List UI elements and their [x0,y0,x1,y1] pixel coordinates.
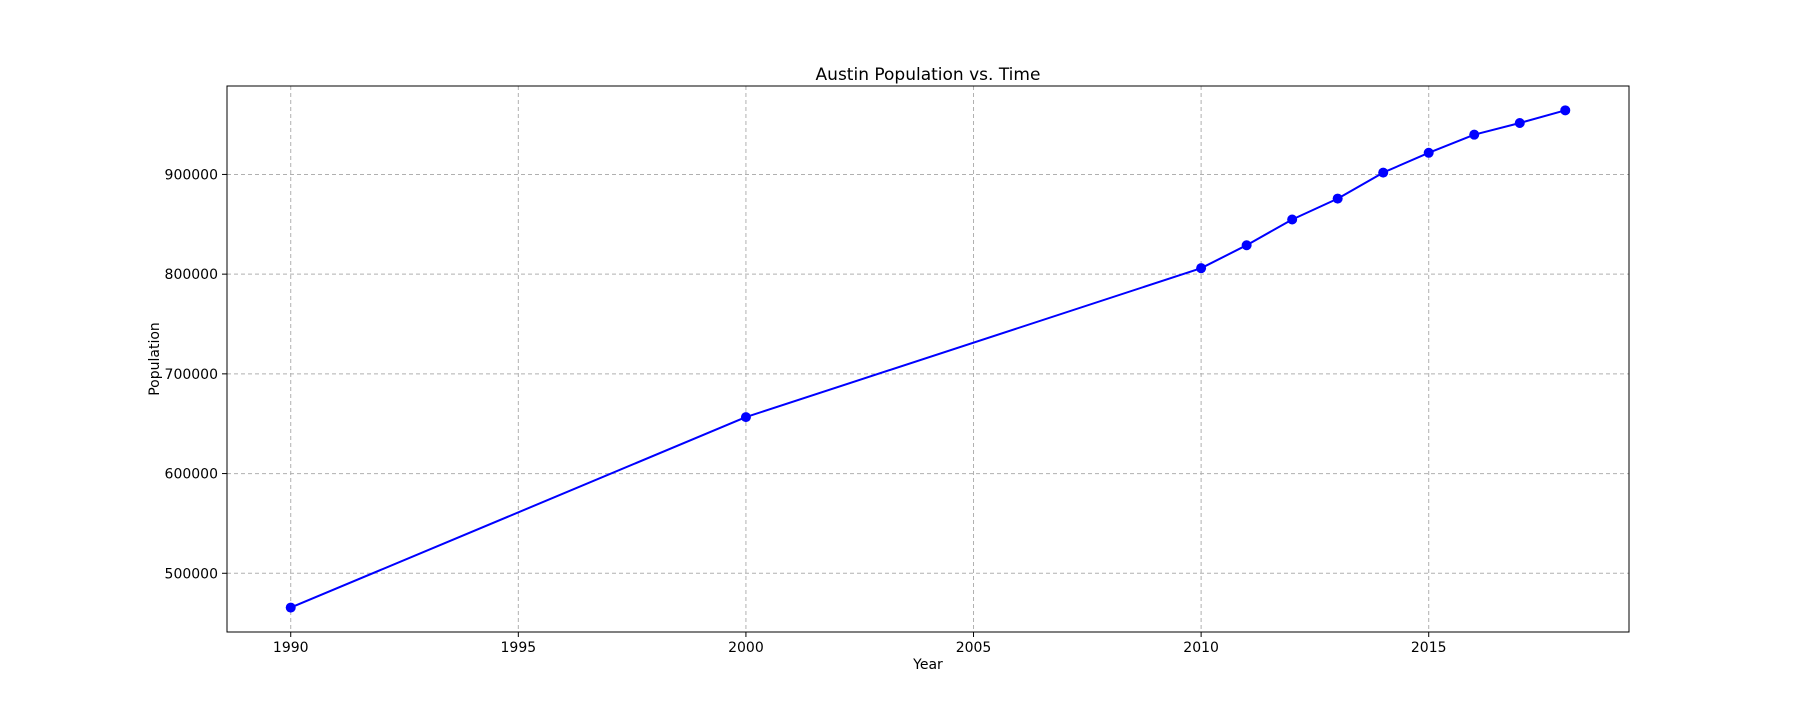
y-tick-label: 700000 [165,367,218,383]
x-tick-label: 2010 [1183,640,1219,656]
y-tick-label: 900000 [165,167,218,183]
x-tick-label: 1995 [501,640,537,656]
y-axis-ticks: 500000 600000 700000 800000 900000 [165,167,227,582]
x-tick-label: 1990 [273,640,309,656]
x-tick-label: 2015 [1411,640,1447,656]
data-point [1287,214,1298,225]
data-point [1560,105,1571,116]
y-tick-label: 800000 [165,267,218,283]
grid-lines [227,86,1629,632]
y-tick-label: 600000 [165,467,218,483]
chart-title: Austin Population vs. Time [816,65,1041,85]
plot-frame [226,85,1630,633]
data-point [1378,167,1389,178]
y-tick-label: 500000 [165,566,218,582]
y-axis-label: Population [147,322,163,396]
data-point [1469,129,1480,140]
data-point [1423,147,1434,158]
x-axis-label: Year [912,657,943,673]
series-layer [285,105,1571,613]
data-point [740,412,751,423]
x-axis-ticks: 1990 1995 2000 2005 2010 2015 [273,632,1447,656]
data-point [285,602,296,613]
x-tick-label: 2005 [956,640,992,656]
x-tick-label: 2000 [728,640,764,656]
series-line [290,109,1566,609]
data-point [1241,240,1252,251]
data-point [1196,263,1207,274]
data-point [1514,117,1525,128]
data-point [1332,193,1343,204]
